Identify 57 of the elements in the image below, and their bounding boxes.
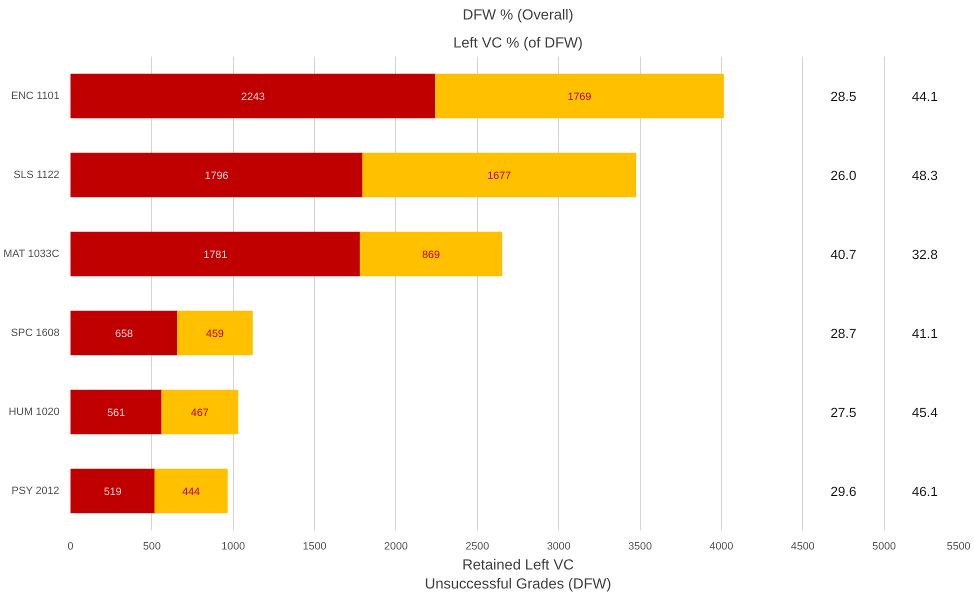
x-axis-title: Retained Left VC Unsuccessful Grades (DFW)	[424, 558, 612, 593]
bar	[154, 468, 228, 514]
x-tick-label: 4500	[790, 540, 815, 552]
y-tick-label: SPC 1608	[10, 327, 60, 339]
y-tick-label: SLS 1122	[13, 169, 60, 181]
data-label: 459	[206, 328, 224, 340]
x-tick-label: 0	[68, 540, 74, 552]
x-tick-label: 3500	[628, 540, 652, 552]
bar	[70, 310, 178, 356]
bar	[177, 310, 253, 356]
annotation: 44.1	[912, 89, 938, 104]
annotation: 28.7	[830, 326, 856, 341]
annotation: 48.3	[912, 168, 938, 183]
x-tick-label: 5000	[872, 540, 896, 552]
bar	[70, 74, 436, 118]
bar	[70, 390, 162, 434]
data-label: 444	[182, 486, 200, 498]
annotation: 46.1	[912, 484, 938, 499]
annotation: 29.6	[830, 484, 856, 499]
data-label: 1769	[568, 91, 592, 103]
data-label: 658	[115, 328, 133, 340]
annotation: 40.7	[830, 247, 856, 262]
bar	[362, 152, 636, 198]
bar	[70, 468, 156, 514]
bar	[70, 232, 361, 276]
data-label: 1781	[204, 249, 228, 261]
chart-title: DFW % (Overall)	[462, 8, 574, 24]
x-tick-label: 2000	[384, 540, 408, 552]
x-tick-label: 3000	[546, 540, 571, 552]
data-label: 1796	[204, 170, 229, 182]
data-label: 1677	[487, 170, 512, 182]
annotation: 26.0	[830, 168, 856, 183]
y-tick-label: HUM 1020	[8, 406, 60, 418]
y-tick-label: MAT 1033C	[3, 248, 60, 260]
data-label: 869	[422, 249, 440, 261]
chart-subtitle: Left VC % (of DFW)	[453, 36, 583, 52]
bar	[70, 152, 364, 198]
x-tick-label: 2500	[465, 540, 490, 552]
data-label: 561	[107, 407, 126, 419]
data-label: 2243	[241, 91, 265, 103]
y-tick-label: PSY 2012	[12, 485, 60, 497]
x-tick-label: 1500	[302, 540, 327, 552]
x-tick-label: 500	[142, 540, 161, 552]
bar	[360, 232, 502, 276]
annotation: 27.5	[830, 405, 856, 420]
data-label: 519	[104, 486, 122, 498]
bar	[161, 390, 238, 434]
x-tick-label: 1000	[221, 540, 246, 552]
bar	[434, 74, 724, 118]
annotation: 32.8	[912, 247, 938, 262]
annotation: 45.4	[912, 405, 938, 420]
data-label: 467	[190, 407, 209, 419]
x-tick-label: 5500	[946, 540, 971, 552]
y-tick-label: ENC 1101	[11, 90, 60, 102]
annotation: 41.1	[912, 326, 938, 341]
annotation: 28.5	[830, 89, 856, 104]
x-tick-label: 4000	[710, 540, 734, 552]
